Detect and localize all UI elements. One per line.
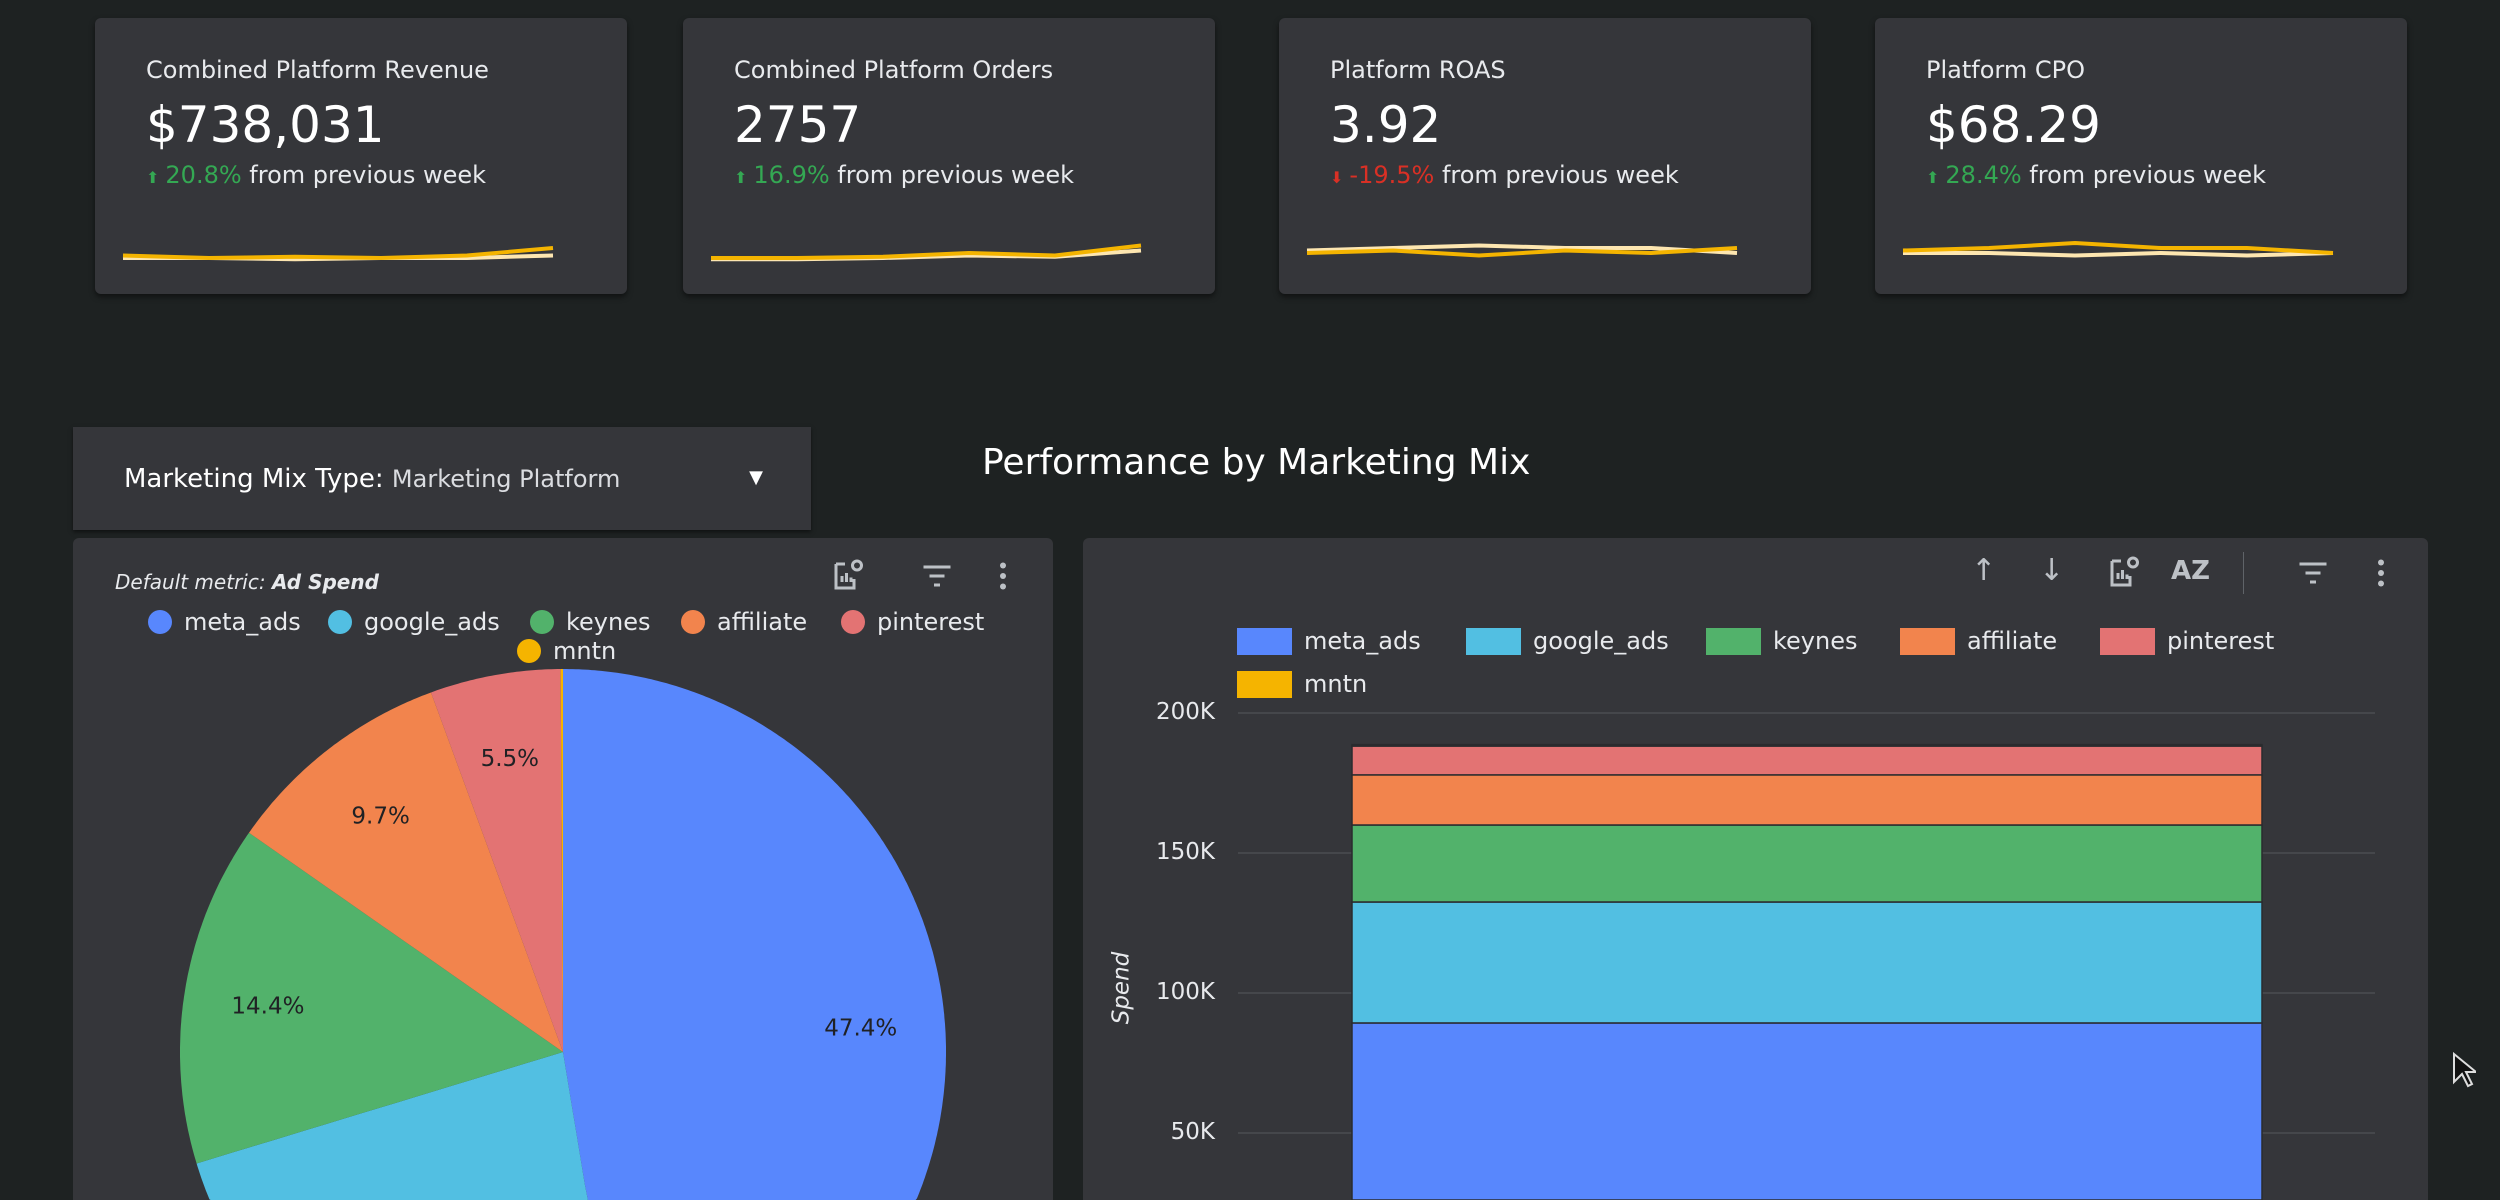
y-tick-label: 50K [1170,1119,1215,1145]
arrow-up-icon: ⬆ [734,168,748,187]
spark-previous-line [1903,250,2334,258]
kpi-change-percent: 28.4% [1945,161,2022,189]
legend-dot-icon [517,639,541,663]
kpi-change: ⬆ 16.9% from previous week [734,161,1074,189]
legend-item-meta_ads[interactable]: meta_ads [148,608,301,636]
kpi-sparkline [1902,240,2334,258]
kpi-card: Platform ROAS 3.92 ⬇ -19.5% from previous… [1279,18,1811,294]
kpi-change-suffix: from previous week [1441,161,1679,189]
legend-label: meta_ads [184,608,301,636]
legend-dot-icon [841,610,865,634]
legend-item-google_ads[interactable]: google_ads [1466,627,1669,655]
toolbar-divider [2243,552,2244,594]
kpi-sparkline [122,246,554,262]
more-vert-icon[interactable] [2363,555,2399,597]
legend-label: mntn [1304,670,1368,698]
spark-current-line [122,246,554,261]
kpi-title: Platform CPO [1926,56,2085,84]
kpi-change: ⬆ 28.4% from previous week [1926,161,2266,189]
legend-swatch-icon [2100,627,2155,655]
caret-down-icon[interactable]: ▼ [749,467,763,488]
legend-item-keynes[interactable]: keynes [530,608,651,636]
marketing-mix-type-dropdown[interactable]: Marketing Mix Type: Marketing Platform ▼ [73,427,811,530]
spark-current-line [1306,246,1738,258]
more-vert-icon[interactable] [985,558,1021,600]
legend-swatch-icon [1706,627,1761,655]
filter-label: Marketing Mix Type: [124,464,384,494]
legend-dot-icon [530,610,554,634]
legend-label: pinterest [877,608,985,636]
chart-settings-icon[interactable] [830,558,866,600]
kpi-card: Combined Platform Orders 2757 ⬆ 16.9% fro… [683,18,1215,294]
kpi-value: $68.29 [1926,96,2101,154]
legend-item-google_ads[interactable]: google_ads [328,608,500,636]
kpi-value: 2757 [734,96,862,154]
kpi-value: 3.92 [1330,96,1442,154]
legend-swatch-icon [1237,670,1292,698]
legend-label: affiliate [717,608,808,636]
kpi-change: ⬇ -19.5% from previous week [1330,161,1679,189]
kpi-title: Combined Platform Orders [734,56,1054,84]
legend-item-mntn[interactable]: mntn [1237,670,1367,698]
spark-current-line [1902,240,2334,255]
kpi-sparkline [711,243,1142,262]
legend-dot-icon [148,610,172,634]
kpi-value: $738,031 [146,96,385,154]
kpi-title: Platform ROAS [1330,56,1506,84]
y-tick-label: 100K [1156,979,1215,1005]
legend-swatch-icon [1237,627,1292,655]
legend-label: meta_ads [1304,627,1421,655]
note-metric: Ad Spend [271,570,379,594]
legend-item-meta_ads[interactable]: meta_ads [1237,627,1421,655]
legend-label: affiliate [1967,627,2058,655]
kpi-change-percent: 20.8% [165,161,242,189]
sort-ascending-icon[interactable]: ↑ [1971,553,1997,588]
kpi-title: Combined Platform Revenue [146,56,489,84]
arrow-down-icon: ⬇ [1330,168,1344,187]
arrow-up-icon: ⬆ [1926,168,1940,187]
legend-label: mntn [553,637,617,665]
kpi-change-suffix: from previous week [837,161,1075,189]
y-tick-label: 150K [1156,839,1215,865]
mouse-cursor [2452,1051,2479,1092]
kpi-card: Platform CPO $68.29 ⬆ 28.4% from previous… [1875,18,2407,294]
filter-icon[interactable] [2295,555,2331,597]
kpi-change-suffix: from previous week [2029,161,2267,189]
legend-dot-icon [681,610,705,634]
filter-value: Marketing Platform [391,465,621,493]
kpi-change-suffix: from previous week [249,161,487,189]
legend-item-affiliate[interactable]: affiliate [1900,627,2057,655]
dropdown-label: Marketing Mix Type: Marketing Platform [124,464,620,494]
spark-current-line [711,243,1142,260]
legend-item-pinterest[interactable]: pinterest [2100,627,2274,655]
legend-label: google_ads [1533,627,1669,655]
kpi-change-percent: 16.9% [753,161,830,189]
sort-az-icon[interactable]: AZ [2171,556,2210,586]
legend-label: pinterest [2167,627,2275,655]
kpi-change-percent: -19.5% [1349,161,1435,189]
arrow-up-icon: ⬆ [146,168,160,187]
legend-item-pinterest[interactable]: pinterest [841,608,984,636]
spark-previous-line [1306,243,1738,255]
filter-icon[interactable] [919,558,955,600]
legend-swatch-icon [1466,627,1521,655]
y-tick-label: 200K [1156,699,1215,725]
legend-item-affiliate[interactable]: affiliate [681,608,807,636]
default-metric-note: Default metric: Ad Spend [115,570,379,594]
kpi-change: ⬆ 20.8% from previous week [146,161,486,189]
legend-dot-icon [328,610,352,634]
legend-label: keynes [1773,627,1858,655]
note-prefix: Default metric: [115,570,266,594]
sort-descending-icon[interactable]: ↓ [2039,553,2065,588]
kpi-sparkline [1306,243,1738,258]
section-title: Performance by Marketing Mix [982,442,1531,483]
legend-item-mntn[interactable]: mntn [517,637,616,665]
y-axis-title: Spend [1108,951,1135,1025]
legend-swatch-icon [1900,627,1955,655]
legend-label: keynes [566,608,651,636]
legend-label: google_ads [364,608,500,636]
kpi-card: Combined Platform Revenue $738,031 ⬆ 20.8… [95,18,627,294]
legend-item-keynes[interactable]: keynes [1706,627,1858,655]
chart-settings-icon[interactable] [2106,555,2142,597]
